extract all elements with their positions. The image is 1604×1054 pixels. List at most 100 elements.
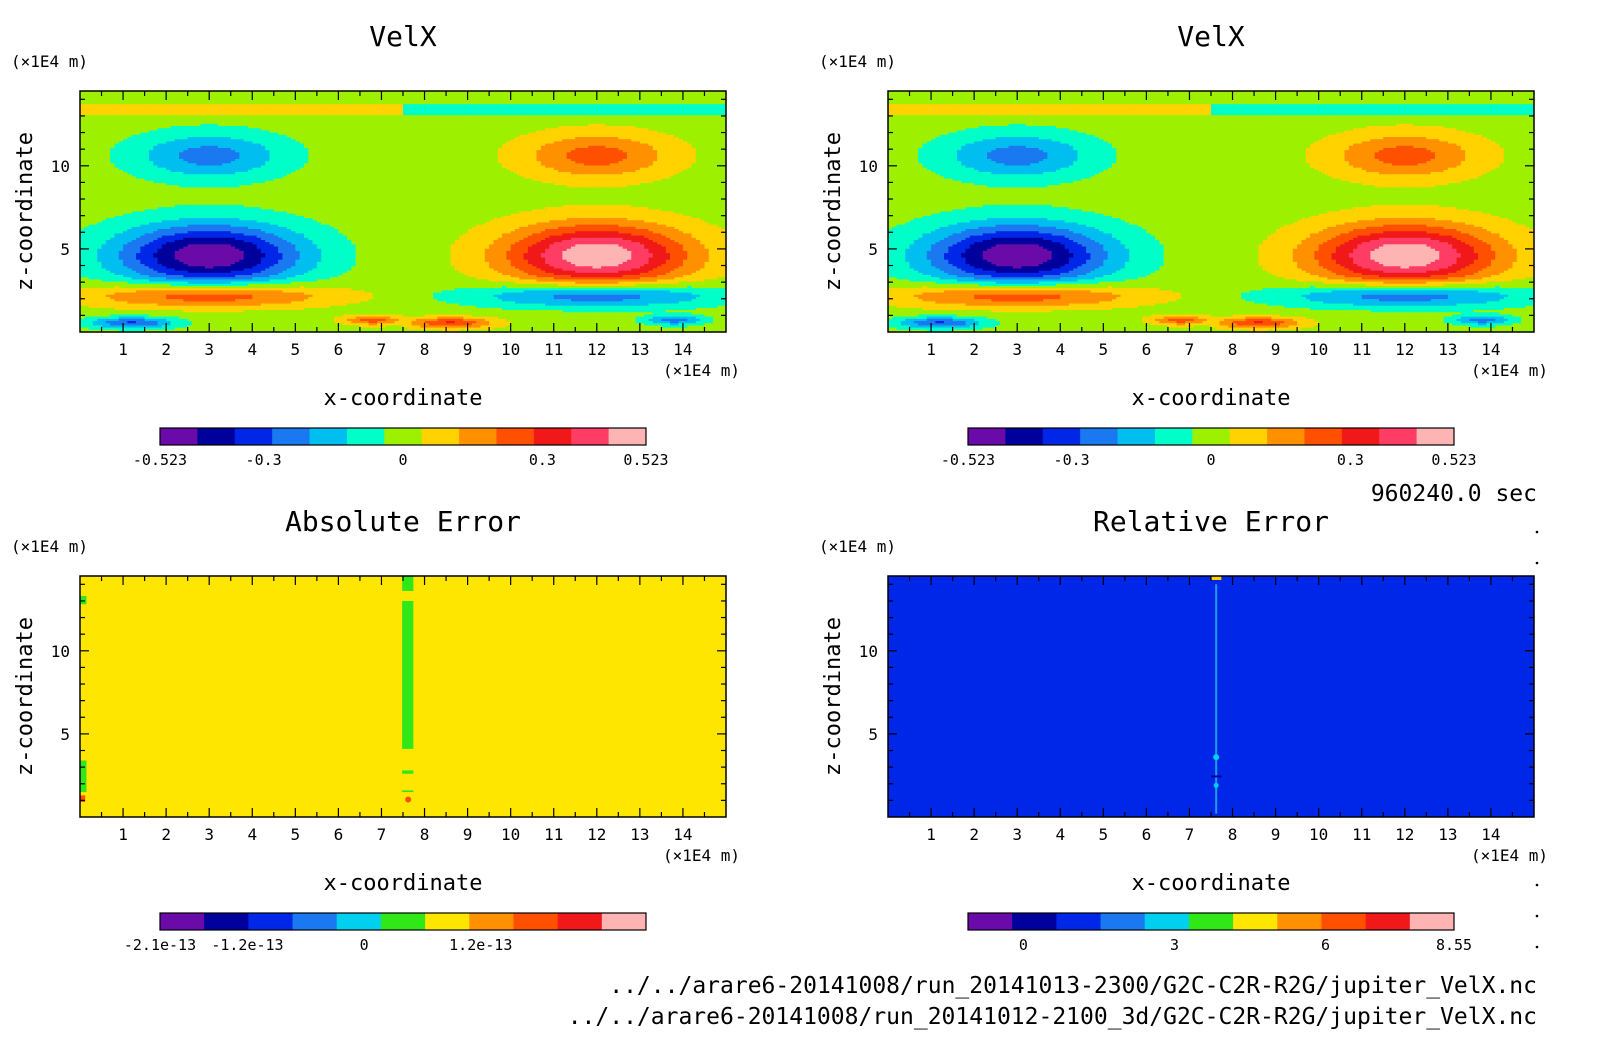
colorbar-swatch	[557, 913, 603, 930]
x-tick-label: 7	[1185, 825, 1195, 844]
colorbar-tick-label: 0.523	[1431, 451, 1476, 469]
error-edge	[80, 795, 86, 803]
y-tick-label: 10	[859, 157, 878, 176]
colorbar-tick-label: -0.3	[246, 451, 282, 469]
chart-title: VelX	[1177, 20, 1245, 53]
y-tick-label: 10	[859, 642, 878, 661]
colorbar-tick-label: -0.523	[941, 451, 995, 469]
x-axis-label: x-coordinate	[1132, 871, 1291, 896]
colorbar-swatch	[513, 913, 559, 930]
colorbar-swatch	[1416, 428, 1455, 445]
colorbar-swatch	[1188, 913, 1234, 930]
x-tick-label: 8	[420, 340, 430, 359]
colorbar-tick-label: -0.3	[1054, 451, 1090, 469]
colorbar-swatch	[1192, 428, 1231, 445]
colorbar-swatch	[425, 913, 470, 930]
colorbar: -0.523 -0.3 0 0.3 0.523	[133, 427, 669, 469]
colorbar-swatch	[1056, 913, 1102, 930]
x-tick-label: 2	[969, 825, 979, 844]
colorbar-swatch	[496, 428, 535, 445]
heatmap-field	[888, 91, 1534, 332]
colorbar-swatch	[1154, 428, 1193, 445]
colorbar-tick-label: -2.1e-13	[124, 936, 196, 954]
y-axis-unit: (×1E4 m)	[11, 52, 88, 71]
x-tick-label: 2	[969, 340, 979, 359]
y-tick-label: 10	[51, 642, 70, 661]
error-spot	[1211, 576, 1222, 580]
colorbar-swatch	[1267, 428, 1305, 445]
colorbar-tick-label: 0	[1019, 936, 1028, 954]
colorbar-swatch	[160, 428, 198, 445]
error-column	[402, 770, 414, 774]
time-label: 960240.0 sec	[1371, 481, 1537, 507]
colorbar-swatch	[1233, 913, 1278, 930]
colorbar-swatch	[571, 428, 610, 445]
x-tick-label: 4	[247, 825, 257, 844]
x-tick-label: 13	[630, 340, 649, 359]
y-axis-label: z-coordinate	[821, 617, 846, 776]
error-spot	[1213, 782, 1219, 788]
x-tick-label: 2	[161, 825, 171, 844]
y-axis-unit: (×1E4 m)	[819, 537, 896, 556]
colorbar-swatch	[1321, 913, 1367, 930]
x-tick-label: 2	[161, 340, 171, 359]
x-tick-label: 14	[1481, 825, 1500, 844]
colorbar-frame	[967, 912, 1455, 931]
colorbar-swatch	[346, 428, 385, 445]
x-tick-label: 5	[1099, 340, 1109, 359]
colorbar-swatch	[336, 913, 382, 930]
colorbar-swatch	[384, 428, 423, 445]
colorbar-swatch	[1144, 913, 1190, 930]
x-tick-label: 12	[587, 340, 606, 359]
colorbar-swatch	[1042, 428, 1081, 445]
colorbar-tick-label: 3	[1170, 936, 1179, 954]
file-path-2: ../../arare6-20141008/run_20141012-2100_…	[568, 1004, 1537, 1030]
x-tick-label: 14	[1481, 340, 1500, 359]
y-tick-label: 5	[868, 725, 878, 744]
x-tick-label: 9	[463, 340, 473, 359]
error-column	[402, 790, 414, 793]
x-axis-label: x-coordinate	[324, 386, 483, 411]
colorbar: -0.523 -0.3 0 0.3 0.523	[941, 427, 1477, 469]
y-tick-label: 10	[51, 157, 70, 176]
colorbar-frame	[159, 427, 647, 446]
colorbar-swatch	[421, 428, 460, 445]
x-tick-label: 13	[1438, 825, 1457, 844]
y-axis-unit: (×1E4 m)	[819, 52, 896, 71]
colorbar-swatch	[1409, 913, 1455, 930]
x-tick-label: 11	[1352, 340, 1371, 359]
x-axis-label: x-coordinate	[1132, 386, 1291, 411]
x-tick-label: 5	[1099, 825, 1109, 844]
x-tick-label: 3	[1012, 340, 1022, 359]
x-tick-label: 12	[587, 825, 606, 844]
x-axis-unit: (×1E4 m)	[1471, 846, 1548, 865]
x-tick-label: 6	[334, 340, 344, 359]
chart-title: VelX	[369, 20, 437, 53]
colorbar-swatch	[380, 913, 426, 930]
colorbar-swatch	[197, 428, 236, 445]
heatmap-field	[80, 576, 726, 817]
y-tick-label: 5	[60, 240, 70, 259]
x-tick-label: 10	[501, 825, 520, 844]
error-column	[402, 600, 414, 749]
margin-dot	[1535, 914, 1539, 918]
colorbar-tick-label: 0	[360, 936, 369, 954]
chart-title: Relative Error	[1093, 505, 1329, 538]
colorbar-swatch	[309, 428, 348, 445]
error-edge	[80, 595, 87, 605]
y-axis-label: z-coordinate	[821, 132, 846, 291]
colorbar-tick-label: 0.3	[529, 451, 556, 469]
y-axis-unit: (×1E4 m)	[11, 537, 88, 556]
colorbar-swatch	[1080, 428, 1119, 445]
colorbar-frame	[159, 912, 647, 931]
margin-dot	[1535, 561, 1539, 565]
x-tick-label: 5	[291, 340, 301, 359]
x-tick-label: 4	[247, 340, 257, 359]
x-tick-label: 9	[1271, 340, 1281, 359]
error-spot	[405, 796, 412, 803]
margin-dot	[1535, 945, 1539, 949]
x-tick-label: 14	[673, 340, 692, 359]
colorbar-swatch	[1005, 428, 1044, 445]
